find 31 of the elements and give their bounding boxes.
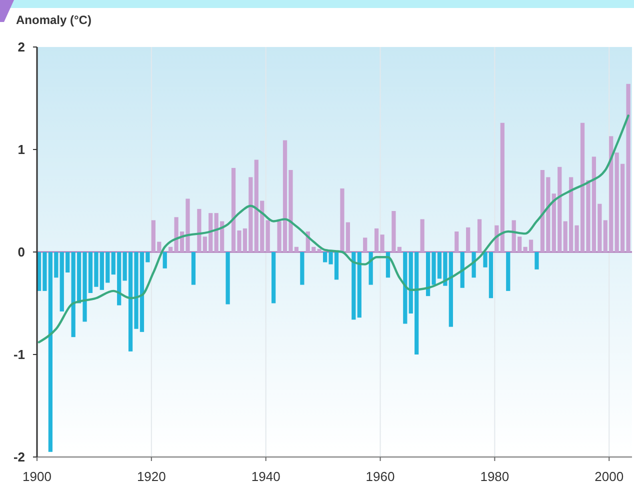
x-tick-label: 1920: [136, 469, 166, 484]
x-tick-label: 1900: [22, 469, 52, 484]
bar: [266, 220, 270, 252]
bar: [300, 252, 304, 285]
y-tick-label: -2: [13, 450, 25, 465]
x-tick-label: 1960: [366, 469, 395, 484]
bar: [466, 227, 470, 252]
y-tick-label: -1: [13, 347, 25, 362]
bar: [460, 252, 464, 288]
y-tick-label: 2: [18, 40, 25, 55]
bar: [534, 252, 539, 270]
y-tick-label: 1: [18, 142, 25, 158]
bar: [272, 252, 276, 304]
y-tick-label: 0: [18, 244, 25, 260]
bar: [363, 238, 368, 252]
bar: [317, 248, 322, 252]
x-tick-label: 1940: [251, 469, 280, 484]
bar: [162, 252, 167, 268]
bar: [403, 252, 408, 324]
x-tick-label: 1980: [480, 469, 510, 484]
y-axis-title: Anomaly (°C): [16, 13, 92, 27]
bar: [454, 232, 459, 252]
bar: [226, 252, 230, 304]
bar: [357, 252, 362, 318]
bar: [191, 252, 196, 285]
bar: [352, 252, 356, 320]
bar: [506, 252, 510, 291]
bar: [477, 219, 482, 252]
x-tick-label: 2000: [594, 469, 624, 484]
bar: [420, 219, 424, 252]
line-series: [38, 114, 630, 344]
